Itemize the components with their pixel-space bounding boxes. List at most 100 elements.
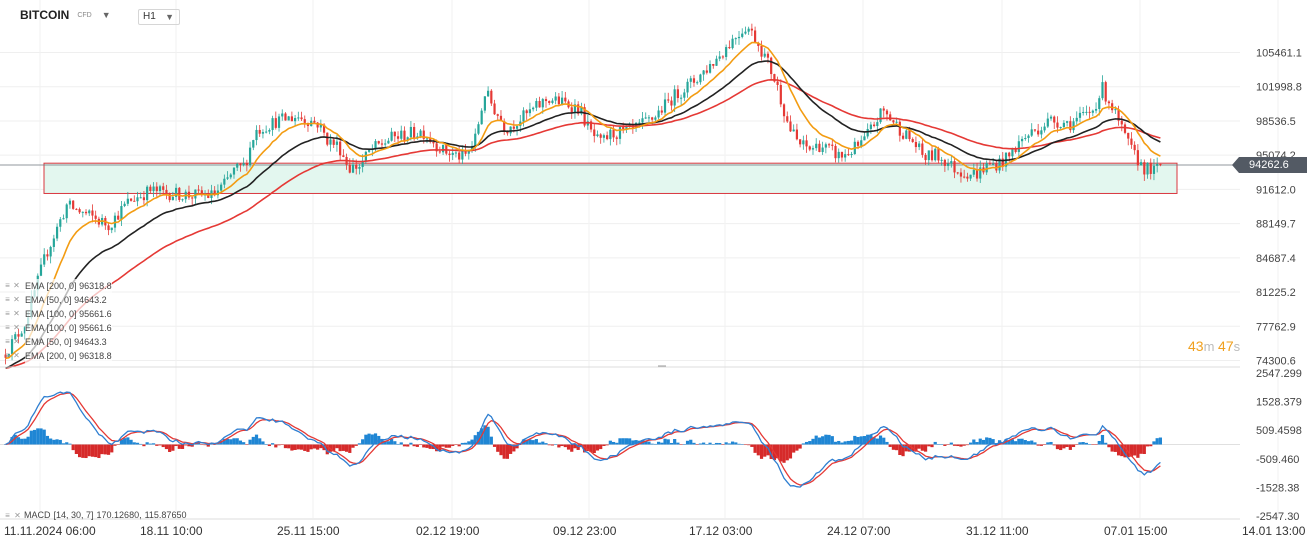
candle-body: [799, 139, 802, 145]
macd-histogram-bar: [97, 444, 101, 459]
macd-histogram-bar: [901, 444, 905, 457]
macd-histogram-bar: [1145, 444, 1150, 447]
legend-row[interactable]: ≡ ✕ EMA [100, 0] 95661.6: [4, 307, 112, 321]
close-icon[interactable]: ✕: [13, 309, 20, 318]
macd-histogram-bar: [222, 438, 226, 445]
macd-histogram-bar: [849, 440, 854, 445]
close-icon[interactable]: ✕: [13, 281, 20, 290]
instrument-header[interactable]: BITCOIN CFD ▼: [20, 8, 111, 22]
close-icon[interactable]: ✕: [13, 295, 20, 304]
macd-histogram-bar: [875, 438, 879, 445]
close-icon[interactable]: ✕: [13, 323, 20, 332]
macd-histogram-bar: [1052, 444, 1056, 446]
macd-histogram-bar: [274, 444, 278, 448]
candle-body: [197, 189, 200, 191]
candle-body: [618, 126, 622, 139]
candle-body: [927, 150, 930, 161]
macd-histogram-bar: [589, 444, 593, 453]
candle-body: [390, 131, 393, 141]
candle-body: [776, 81, 779, 85]
candle-body: [239, 163, 242, 166]
macd-histogram-bar: [682, 444, 686, 445]
candle-body: [1127, 132, 1130, 139]
close-icon[interactable]: ✕: [13, 351, 20, 360]
candle-body: [779, 84, 782, 105]
macd-histogram-bar: [583, 444, 587, 453]
candle-body: [265, 131, 268, 133]
candle-body: [1072, 121, 1075, 131]
candle-body: [181, 199, 184, 201]
macd-histogram-bar: [940, 444, 944, 445]
price-axis[interactable]: 105461.1101998.898536.595074.291612.0881…: [1256, 48, 1302, 368]
macd-histogram-bar: [673, 439, 677, 445]
macd-histogram-bar: [595, 444, 600, 451]
macd-legend[interactable]: ≡ ✕ MACD [14, 30, 7] 170.12680, 115.8765…: [4, 510, 186, 520]
macd-histogram-bar: [560, 444, 564, 447]
chevron-down-icon[interactable]: ▼: [165, 12, 174, 22]
macd-histogram-bar: [219, 441, 223, 445]
macd-histogram-bar: [145, 442, 149, 445]
candle-body: [667, 99, 670, 101]
macd-histogram-bar: [898, 444, 902, 455]
legend-row[interactable]: ≡ ✕ EMA [100, 0] 95661.6: [4, 321, 112, 335]
close-icon[interactable]: ✕: [14, 510, 21, 520]
macd-histogram-bar: [386, 441, 390, 445]
candle-body: [1159, 163, 1162, 166]
candle-body: [856, 141, 860, 146]
candle-body: [75, 208, 78, 210]
candle-body: [1001, 158, 1004, 167]
macd-histogram-bar: [1055, 444, 1060, 450]
macd-histogram-bar: [42, 429, 46, 445]
timeframe-select[interactable]: H1 ▼: [138, 9, 180, 25]
settings-icon[interactable]: ≡: [5, 337, 10, 346]
macd-histogram-bar: [370, 434, 374, 445]
candle-body: [557, 96, 560, 105]
macd-histogram-bar: [52, 439, 56, 445]
settings-icon[interactable]: ≡: [5, 323, 10, 332]
macd-histogram-bar: [1123, 444, 1127, 458]
legend-row[interactable]: ≡ ✕ EMA [200, 0] 96318.8: [4, 279, 112, 293]
macd-histogram-bar: [402, 444, 407, 447]
symbol-type: CFD: [77, 11, 92, 19]
candle-body: [406, 137, 409, 141]
macd-histogram-bar: [946, 444, 950, 445]
symbol-name[interactable]: BITCOIN: [20, 8, 70, 22]
candle-body: [522, 110, 525, 122]
time-tick-label: 11.11.2024 06:00: [4, 524, 96, 538]
settings-icon[interactable]: ≡: [5, 295, 10, 304]
macd-histogram-bar: [685, 440, 690, 445]
macd-histogram-bar: [1049, 441, 1053, 445]
candle-body: [229, 174, 232, 178]
macd-histogram-bar: [920, 444, 924, 451]
legend-row[interactable]: ≡ ✕ EMA [50, 0] 94643.2: [4, 293, 112, 307]
support-zone[interactable]: [43, 162, 1178, 194]
candle-body: [943, 159, 946, 166]
macd-histogram-bar: [309, 444, 313, 450]
legend-row[interactable]: ≡ ✕ EMA [200, 0] 96318.8: [4, 349, 112, 363]
settings-icon[interactable]: ≡: [5, 281, 10, 290]
legend-row[interactable]: ≡ ✕ EMA [50, 0] 94643.3: [4, 335, 112, 349]
time-axis[interactable]: 11.11.2024 06:00 18.11 10:00 25.11 15:00 02…: [0, 518, 1306, 538]
close-icon[interactable]: ✕: [13, 337, 20, 346]
settings-icon[interactable]: ≡: [5, 351, 10, 360]
candle-body: [940, 159, 943, 161]
candle-body: [593, 129, 596, 137]
candle-body: [863, 136, 866, 141]
candle-body: [155, 186, 158, 192]
candle-body: [52, 238, 55, 247]
candle-body: [213, 190, 216, 196]
macd-histogram-bar: [602, 444, 606, 446]
macd-histogram-bar: [1139, 444, 1143, 454]
settings-icon[interactable]: ≡: [5, 309, 10, 318]
candle-body: [895, 121, 898, 123]
candle-body: [149, 186, 152, 191]
macd-histogram-bar: [801, 443, 805, 445]
macd-histogram-bar: [361, 439, 365, 445]
macd-histogram-bar: [415, 444, 419, 447]
candle-body: [879, 108, 882, 123]
symbol-dropdown-icon[interactable]: ▼: [101, 10, 111, 20]
macd-histogram-bar: [264, 444, 268, 445]
candle-body: [396, 136, 400, 139]
settings-icon[interactable]: ≡: [5, 510, 10, 520]
